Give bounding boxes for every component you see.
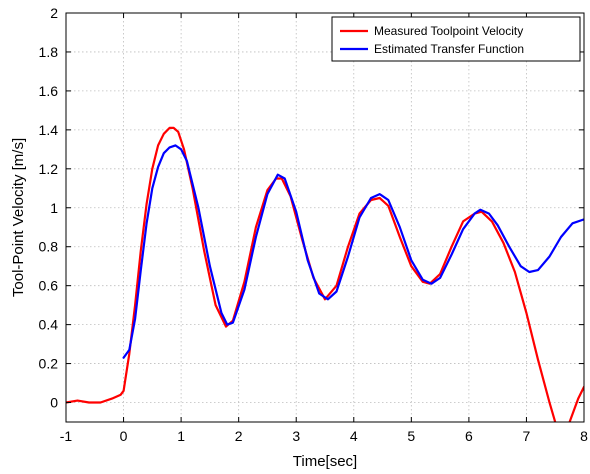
y-tick-label: 0.4	[39, 317, 59, 333]
y-tick-label: 0.8	[39, 239, 59, 255]
y-tick-label: 1.4	[39, 122, 59, 138]
x-tick-label: 4	[350, 428, 358, 444]
y-tick-label: 0	[50, 395, 58, 411]
legend-box	[331, 16, 581, 62]
x-axis-label: Time[sec]	[293, 453, 357, 470]
legend-label-measured: Measured Toolpoint Velocity	[374, 24, 523, 38]
y-tick-label: 1.2	[39, 161, 59, 177]
x-tick-label: 2	[235, 428, 243, 444]
x-tick-label: 3	[292, 428, 300, 444]
y-tick-label: 1	[50, 200, 58, 216]
axis-ticks: -1 0 1 2 3 4 5 6 7 8 0 0.2 0.4 0.6 0.8 1 1.2 1.4 1.6 1.8 2	[39, 5, 589, 444]
series-layer	[66, 126, 584, 422]
x-tick-label: 7	[523, 428, 531, 444]
x-tick-label: 5	[407, 428, 415, 444]
y-tick-label: 1.8	[39, 44, 59, 60]
series-line-1	[122, 144, 584, 359]
x-tick-label: 6	[465, 428, 473, 444]
plot-frame	[65, 12, 585, 423]
x-tick-label: -1	[60, 428, 73, 444]
series-line-0	[66, 126, 584, 422]
y-tick-label: 1.6	[39, 83, 59, 99]
x-tick-label: 0	[120, 428, 128, 444]
x-tick-label: 1	[177, 428, 185, 444]
y-tick-label: 0.2	[39, 356, 59, 372]
legend: Measured Toolpoint Velocity Estimated Tr…	[331, 16, 581, 62]
x-tick-label: 8	[580, 428, 588, 444]
y-axis-label: Tool-Point Velocity [m/s]	[10, 138, 27, 297]
y-tick-label: 0.6	[39, 278, 59, 294]
y-tick-label: 2	[50, 5, 58, 21]
legend-label-estimated: Estimated Transfer Function	[374, 42, 524, 56]
